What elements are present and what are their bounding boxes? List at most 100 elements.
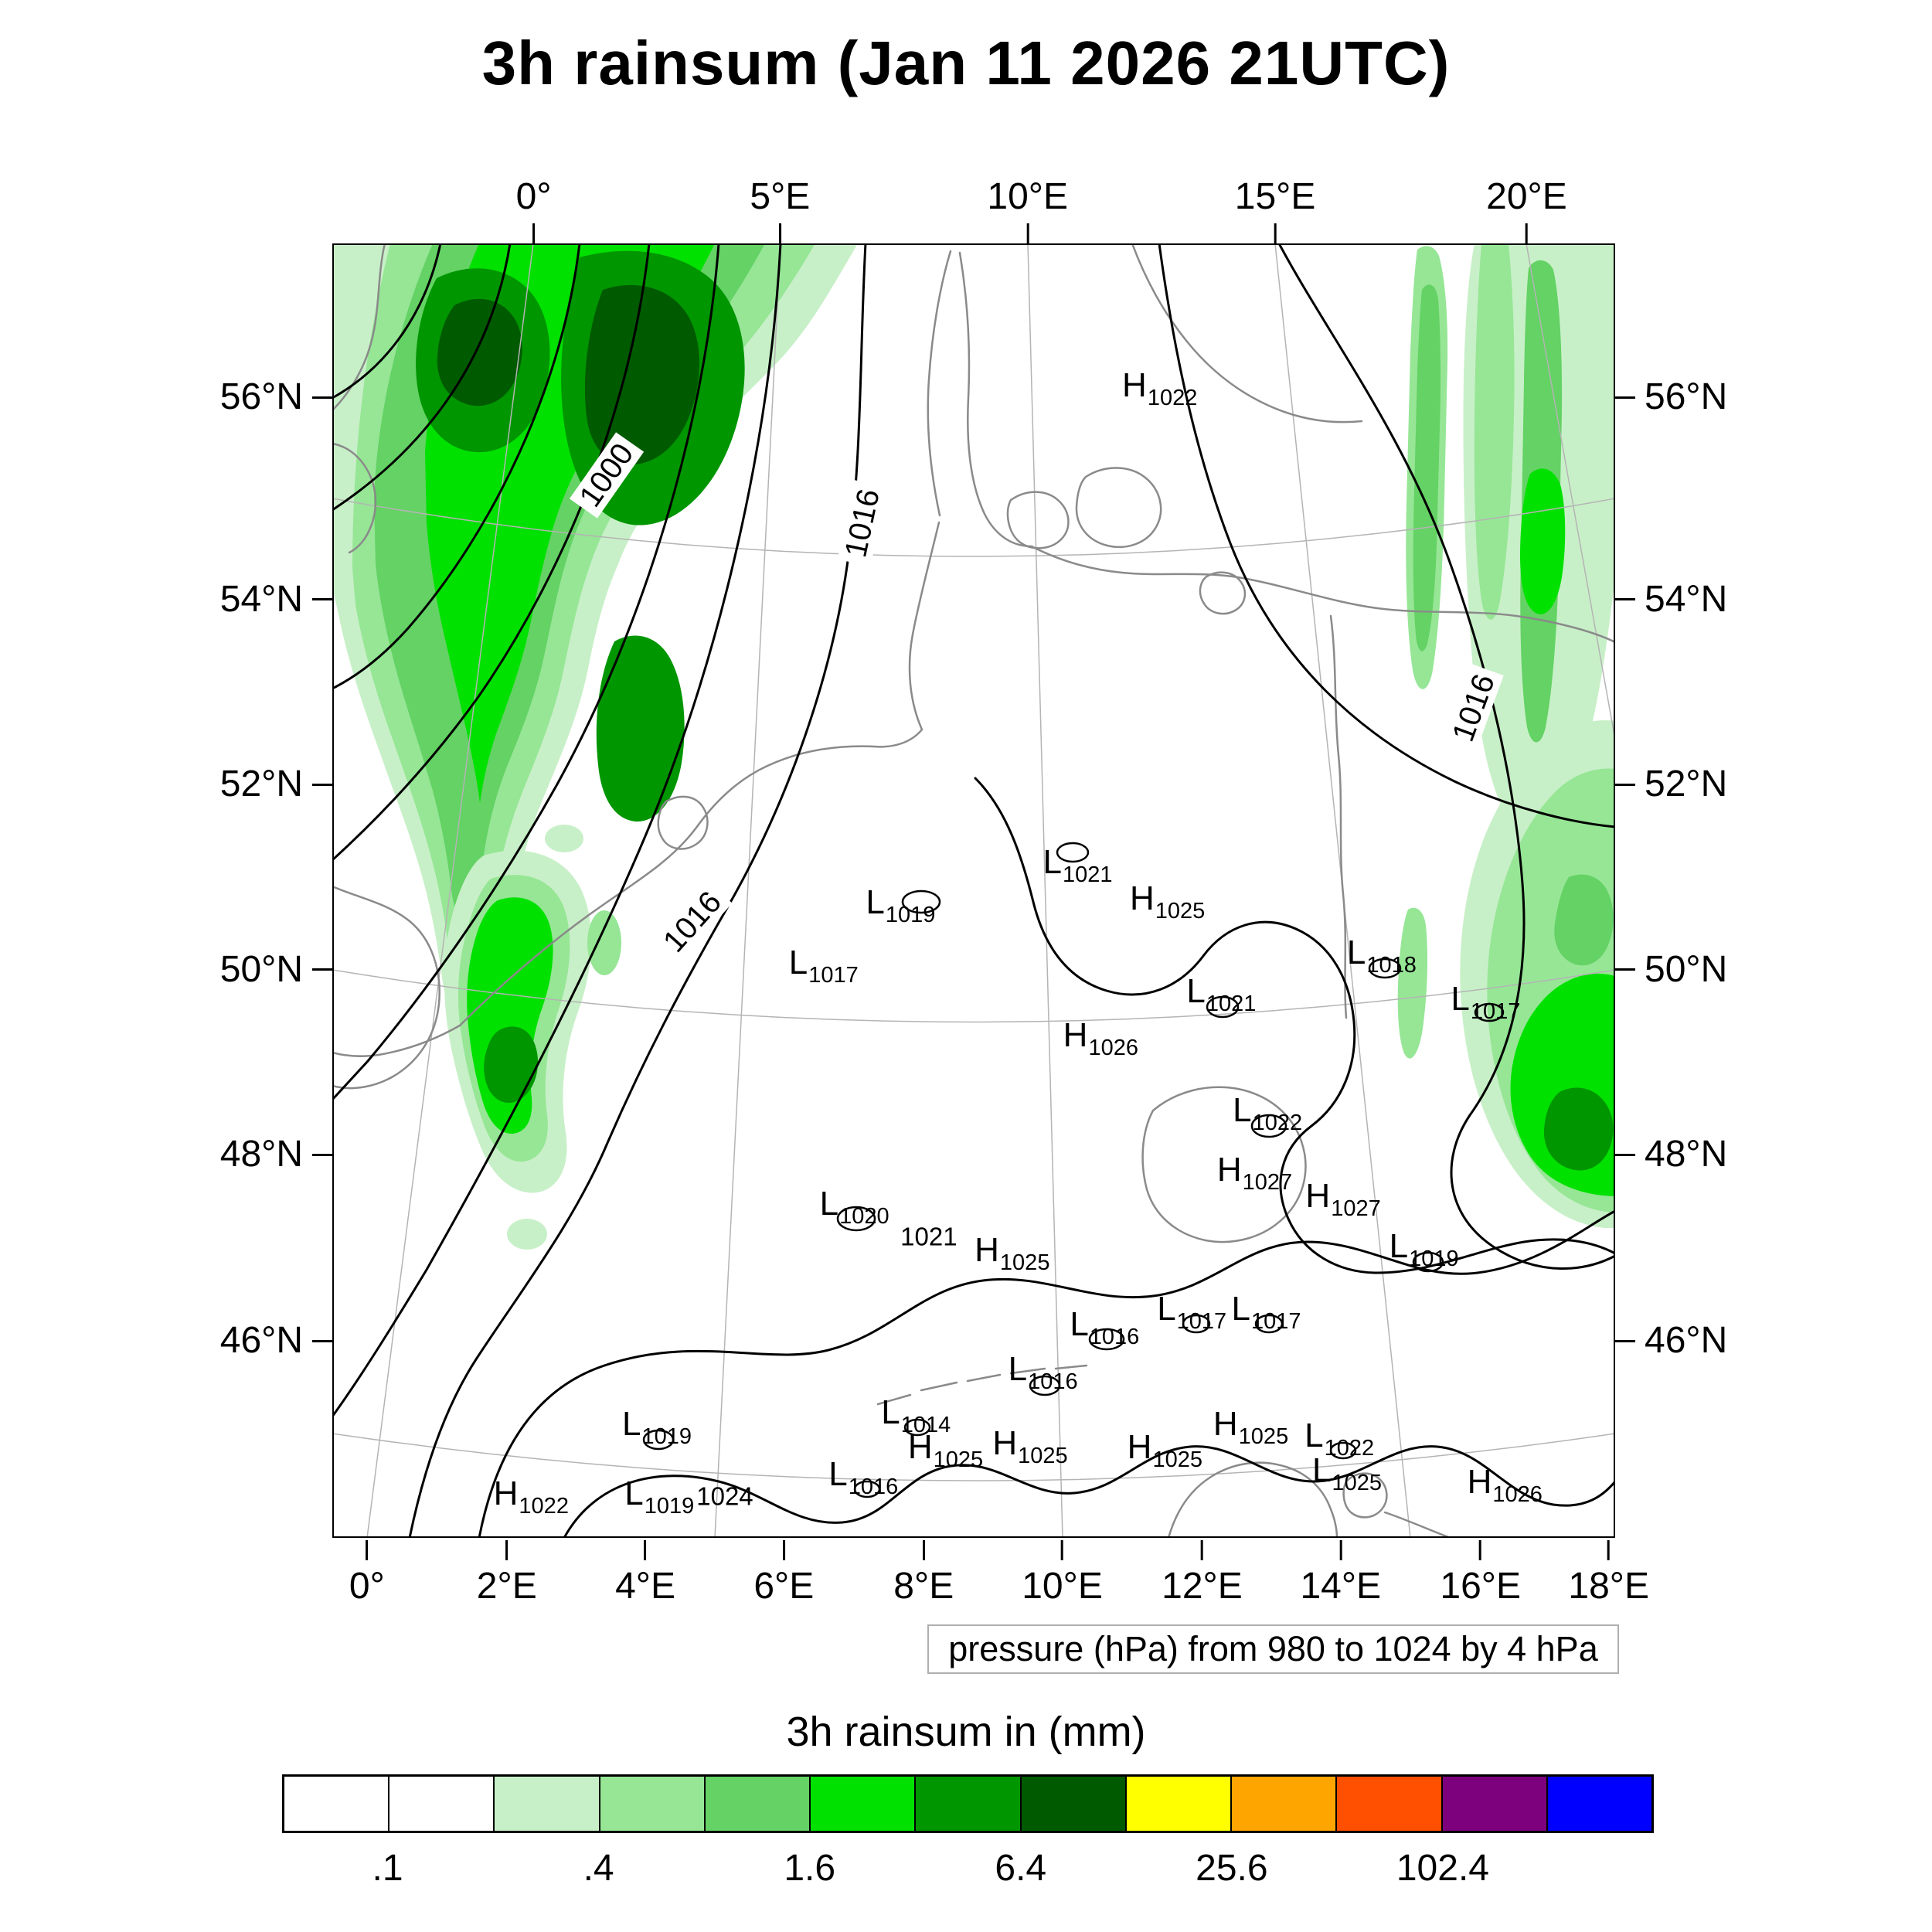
- tick-label: 52°N: [219, 764, 303, 805]
- tick-mark: [366, 1540, 369, 1560]
- tick-mark: [1615, 396, 1635, 399]
- bottom-tick: 12°E: [1162, 1540, 1243, 1605]
- tick-label: 46°N: [1645, 1320, 1728, 1362]
- pressure-value: 1025: [999, 1250, 1050, 1276]
- right-tick: 56°N: [1615, 379, 1727, 416]
- right-tick: 52°N: [1615, 766, 1727, 803]
- pressure-value: 1025: [1332, 1470, 1383, 1495]
- pressure-value: 1019: [885, 902, 936, 927]
- pressure-contours: [332, 243, 1615, 1538]
- pressure-value: 1022: [1324, 1435, 1375, 1461]
- colorbar: [282, 1774, 1654, 1833]
- axis-right-latitude: 56°N 54°N 52°N 50°N 48°N 46°N: [1615, 243, 1832, 1538]
- tick-mark: [312, 1339, 332, 1342]
- high-pressure-label: H1027: [1305, 1179, 1380, 1219]
- tick-mark: [312, 968, 332, 971]
- map-canvas: [332, 243, 1615, 1538]
- high-pressure-label: H1025: [975, 1233, 1049, 1274]
- tick-mark: [1274, 223, 1277, 243]
- pressure-value: 1016: [1089, 1324, 1140, 1349]
- low-pressure-label: L1019: [621, 1404, 692, 1447]
- high-pressure-label: H1025: [1128, 1430, 1202, 1471]
- high-pressure-label: H1022: [1122, 369, 1197, 410]
- colorbar-segment: [1337, 1777, 1443, 1831]
- low-pressure-label: L1018: [1346, 933, 1417, 976]
- top-tick: 20°E: [1486, 179, 1567, 243]
- high-pressure-label: H1025: [1213, 1406, 1288, 1447]
- low-pressure-label: L1017: [1157, 1291, 1226, 1332]
- tick-label: 48°N: [219, 1134, 303, 1175]
- pressure-letter: L: [1346, 933, 1366, 971]
- low-pressure-label: L1021: [1043, 845, 1112, 886]
- tick-mark: [1061, 1540, 1064, 1560]
- tick-mark: [312, 1153, 332, 1156]
- tick-mark: [312, 783, 332, 786]
- pressure-value: 1027: [1331, 1196, 1381, 1221]
- high-pressure-label: H1025: [1130, 881, 1205, 922]
- low-pressure-label: L1016: [828, 1457, 898, 1498]
- tick-label: 54°N: [219, 578, 303, 620]
- tick-label: 15°E: [1234, 176, 1316, 217]
- low-pressure-label: L1016: [1070, 1304, 1139, 1348]
- tick-label: 6°E: [753, 1566, 815, 1607]
- colorbar-segment: [811, 1777, 917, 1831]
- tick-mark: [1607, 1540, 1611, 1560]
- tick-mark: [312, 598, 332, 601]
- pressure-letter: L: [1186, 972, 1206, 1011]
- colorbar-segment: [705, 1777, 811, 1831]
- bottom-tick: 10°E: [1022, 1540, 1103, 1605]
- tick-label: 48°N: [1645, 1134, 1728, 1175]
- pressure-letter: H: [992, 1423, 1018, 1462]
- tick-mark: [1615, 1153, 1635, 1156]
- tick-mark: [505, 1540, 509, 1560]
- axis-top-longitude: 0° 5°E 10°E 15°E 20°E: [332, 147, 1615, 243]
- pressure-value: 1016: [1028, 1369, 1078, 1395]
- top-tick: 5°E: [750, 179, 810, 243]
- tick-label: 0°: [515, 176, 552, 217]
- tick-label: 12°E: [1162, 1566, 1243, 1607]
- axis-left-latitude: 56°N 54°N 52°N 50°N 48°N 46°N: [116, 243, 332, 1538]
- tick-label: 56°N: [1645, 376, 1728, 418]
- tick-label: 16°E: [1440, 1566, 1521, 1607]
- bottom-tick: 4°E: [615, 1540, 675, 1605]
- colorbar-tick-label: 102.4: [1396, 1848, 1489, 1889]
- low-pressure-label: L1022: [1304, 1418, 1374, 1459]
- bottom-tick: 0°: [349, 1540, 385, 1605]
- colorbar-title: 3h rainsum in (mm): [786, 1709, 1146, 1755]
- tick-label: 10°E: [987, 176, 1069, 217]
- tick-label: 52°N: [1645, 764, 1728, 805]
- pressure-value: 1019: [644, 1494, 695, 1519]
- map-area: 1000 1016 1016 1016 H1022 L1021 H1025 L1019 L10…: [332, 243, 1615, 1538]
- pressure-center-layer: H1022 L1021 H1025 L1019 L1017 L1018 L1021 L1017…: [332, 243, 1615, 1538]
- pressure-letter: L: [624, 1475, 644, 1513]
- colorbar-segment: [389, 1777, 495, 1831]
- pressure-value: 1020: [839, 1203, 889, 1229]
- pressure-letter: L: [881, 1393, 900, 1431]
- pressure-value: 1022: [1252, 1111, 1303, 1136]
- pressure-value: 1021: [900, 1222, 957, 1251]
- tick-label: 14°E: [1300, 1566, 1382, 1607]
- bottom-tick: 14°E: [1300, 1540, 1381, 1605]
- colorbar-tick-labels: .1 .4 1.6 6.4 25.6 102.4: [282, 1847, 1654, 1893]
- tick-mark: [1615, 598, 1635, 601]
- pressure-value: 1026: [1492, 1481, 1543, 1507]
- low-pressure-label: L1016: [1009, 1352, 1078, 1393]
- tick-mark: [312, 396, 332, 399]
- tick-label: 56°N: [219, 376, 303, 418]
- contour-value-label: 1021: [900, 1223, 957, 1249]
- pressure-letter: L: [621, 1404, 641, 1443]
- colorbar-segment: [1547, 1777, 1652, 1831]
- pressure-value: 1017: [1176, 1308, 1227, 1334]
- pressure-value: 1019: [641, 1423, 692, 1449]
- low-pressure-label: L1022: [1233, 1091, 1302, 1134]
- high-pressure-label: H1025: [992, 1423, 1067, 1467]
- pressure-value: 1017: [1470, 999, 1521, 1025]
- pressure-value: 1024: [696, 1481, 753, 1511]
- pressure-letter: L: [1389, 1227, 1409, 1266]
- high-pressure-label: H1027: [1217, 1153, 1292, 1194]
- pressure-letter: L: [1070, 1304, 1089, 1343]
- tick-label: 54°N: [1645, 578, 1728, 620]
- left-tick: 56°N: [220, 379, 332, 416]
- pressure-letter: L: [1233, 1091, 1252, 1130]
- precip-shading-east: [1397, 243, 1615, 1228]
